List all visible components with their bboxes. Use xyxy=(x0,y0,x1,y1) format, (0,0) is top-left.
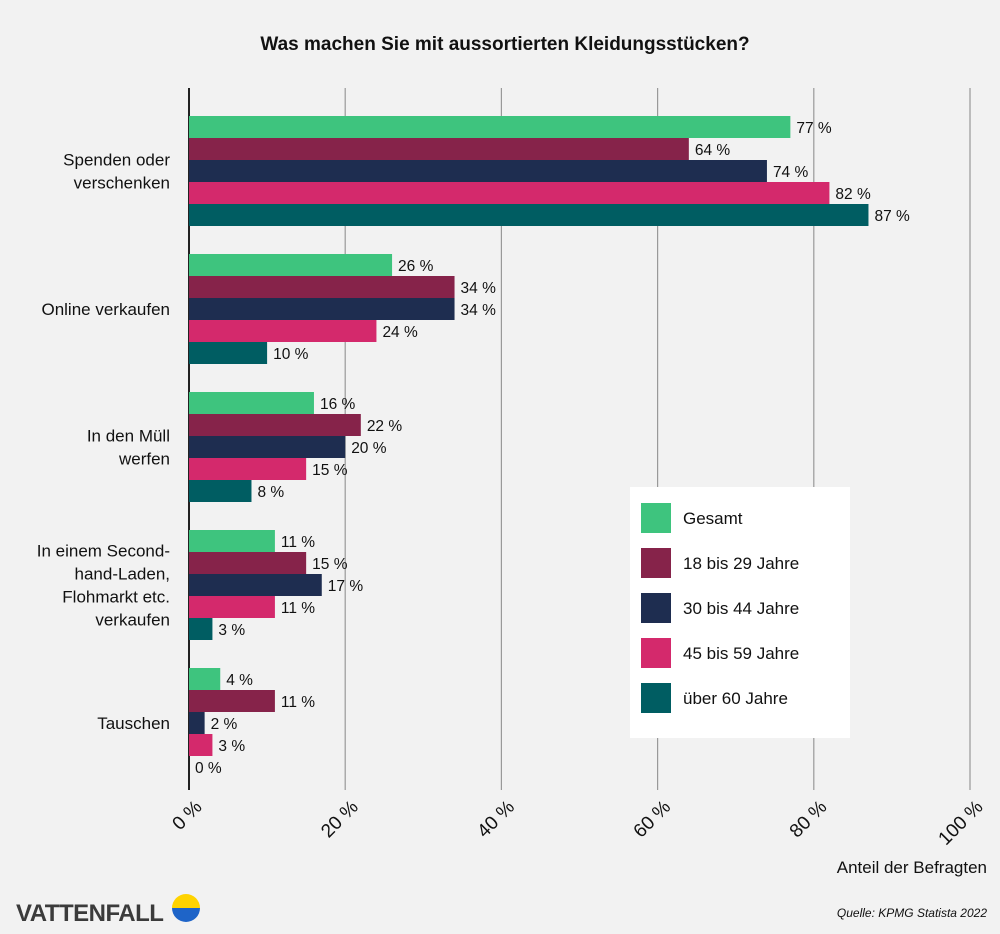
vattenfall-logo: VATTENFALL xyxy=(16,894,200,927)
bar xyxy=(189,342,268,364)
legend-swatch xyxy=(641,503,671,533)
legend-label: 18 bis 29 Jahre xyxy=(683,554,799,573)
bar xyxy=(189,320,377,342)
data-label: 24 % xyxy=(382,324,418,341)
x-tick-label: 100 % xyxy=(935,797,988,850)
category-label: verschenken xyxy=(74,174,170,193)
bar xyxy=(189,596,275,618)
svg-text:VATTENFALL: VATTENFALL xyxy=(16,900,163,927)
bar xyxy=(189,574,322,596)
x-tick-label: 80 % xyxy=(786,797,832,843)
data-label: 17 % xyxy=(328,578,364,595)
bar xyxy=(189,254,393,276)
data-label: 26 % xyxy=(398,258,434,275)
data-label: 3 % xyxy=(218,738,245,755)
bar xyxy=(189,298,455,320)
chart-title: Was machen Sie mit aussortierten Kleidun… xyxy=(260,34,749,55)
data-label: 11 % xyxy=(281,600,315,617)
category-label: werfen xyxy=(118,450,170,469)
x-tick-label: 20 % xyxy=(317,797,363,843)
category-label: hand-Laden, xyxy=(75,565,170,584)
legend-label: über 60 Jahre xyxy=(683,689,788,708)
bar xyxy=(189,618,213,640)
bar xyxy=(189,530,275,552)
data-label: 15 % xyxy=(312,462,348,479)
data-label: 77 % xyxy=(796,120,832,137)
bar xyxy=(189,552,307,574)
category-label: Spenden oder xyxy=(63,151,170,170)
category-label: In den Müll xyxy=(87,427,170,446)
legend-swatch xyxy=(641,683,671,713)
data-label: 20 % xyxy=(351,440,387,457)
category-label: verkaufen xyxy=(95,611,170,630)
data-label: 22 % xyxy=(367,418,403,435)
data-label: 82 % xyxy=(835,186,871,203)
bar xyxy=(189,392,314,414)
category-label: In einem Second- xyxy=(37,542,170,561)
data-label: 87 % xyxy=(874,208,910,225)
data-label: 64 % xyxy=(695,142,731,159)
category-label: Flohmarkt etc. xyxy=(62,588,170,607)
bar xyxy=(189,458,307,480)
data-label: 3 % xyxy=(218,622,245,639)
source-note: Quelle: KPMG Statista 2022 xyxy=(837,906,987,920)
legend-swatch xyxy=(641,638,671,668)
bar xyxy=(189,734,213,756)
bar xyxy=(189,182,830,204)
data-label: 0 % xyxy=(195,760,222,777)
data-label: 16 % xyxy=(320,396,356,413)
bar xyxy=(189,160,767,182)
bar xyxy=(189,276,455,298)
bar xyxy=(189,712,205,734)
legend-label: 45 bis 59 Jahre xyxy=(683,644,799,663)
bar xyxy=(189,436,346,458)
bar xyxy=(189,138,689,160)
data-label: 74 % xyxy=(773,164,809,181)
legend-label: 30 bis 44 Jahre xyxy=(683,599,799,618)
data-label: 34 % xyxy=(461,280,497,297)
data-label: 11 % xyxy=(281,694,315,711)
legend-swatch xyxy=(641,593,671,623)
data-label: 11 % xyxy=(281,534,315,551)
bar xyxy=(189,690,275,712)
bar xyxy=(189,480,252,502)
legend-swatch xyxy=(641,548,671,578)
data-label: 4 % xyxy=(226,672,253,689)
category-label: Online verkaufen xyxy=(41,300,170,319)
bar xyxy=(189,116,791,138)
category-label: Tauschen xyxy=(97,714,170,733)
x-tick-label: 60 % xyxy=(630,797,676,843)
data-label: 8 % xyxy=(257,484,284,501)
legend-label: Gesamt xyxy=(683,509,743,528)
x-tick-label: 0 % xyxy=(169,797,207,835)
x-tick-label: 40 % xyxy=(473,797,519,843)
data-label: 15 % xyxy=(312,556,348,573)
data-label: 34 % xyxy=(461,302,497,319)
bar xyxy=(189,668,221,690)
bar xyxy=(189,204,869,226)
data-label: 2 % xyxy=(211,716,238,733)
data-label: 10 % xyxy=(273,346,309,363)
x-axis-label: Anteil der Befragten xyxy=(837,858,987,877)
bar xyxy=(189,414,361,436)
